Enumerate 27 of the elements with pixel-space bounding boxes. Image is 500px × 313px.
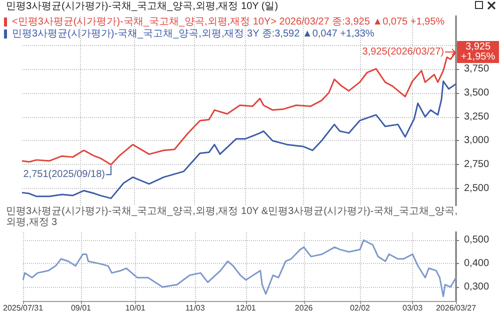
x-tick-label: 10/01	[125, 304, 146, 312]
y-tick-label: 3,000	[464, 135, 490, 146]
y-tick-label: 0,500	[464, 234, 490, 246]
y-tick-label: 0,300	[464, 281, 490, 292]
x-tick-label: 03/03	[402, 304, 424, 312]
y-tick-label: 3,500	[464, 87, 490, 98]
chart-title: 민평3사평균(시가평가)-국채_국고채_양곡,외평,재정 10Y (일)	[5, 0, 280, 14]
y-tick-label: 2,750	[464, 159, 490, 170]
y-tick-label: 3,750	[464, 63, 490, 74]
annotation: 2,751(2025/09/18)	[23, 169, 105, 180]
y-tick-label: 0,400	[464, 258, 490, 270]
x-tick-label: 09/01	[70, 304, 92, 312]
legend-label: 민평3사평균(시가평가)-국채_국고채_양곡,외평,재정 3Y 종:3,592 ▲0,047 +1,33%	[12, 28, 374, 40]
x-tick-label: 02/02	[350, 304, 371, 312]
line-series	[22, 239, 457, 298]
x-tick-label: 12/01	[236, 304, 256, 312]
annotation: 3,925(2026/03/27)	[362, 46, 444, 58]
text: 3,925 +1,95%	[460, 41, 496, 62]
x-tick-label: 2026/03/27	[436, 304, 477, 312]
chart-title: 민평3사평균(시가평가)-국채_국고채_양곡,외평,재정 10Y &민평3사평균(시가평가)-국채_국고채_양곡,외평,재정 3	[5, 205, 459, 230]
x-tick-label: 2025/07/31	[2, 304, 44, 312]
line-series	[21, 80, 457, 200]
x-tick-label: 2026	[294, 304, 314, 312]
x-tick-label: 11/03	[185, 304, 206, 312]
y-tick-label: 3,250	[464, 111, 490, 122]
y-tick-label: 2,500	[464, 183, 490, 194]
legend-label: <민평3사평균(시가평가)-국채_국고채_양곡,외평,재정 10Y> 2026/03/27 종:3,925 ▲0,075 +1,95%	[12, 16, 445, 28]
